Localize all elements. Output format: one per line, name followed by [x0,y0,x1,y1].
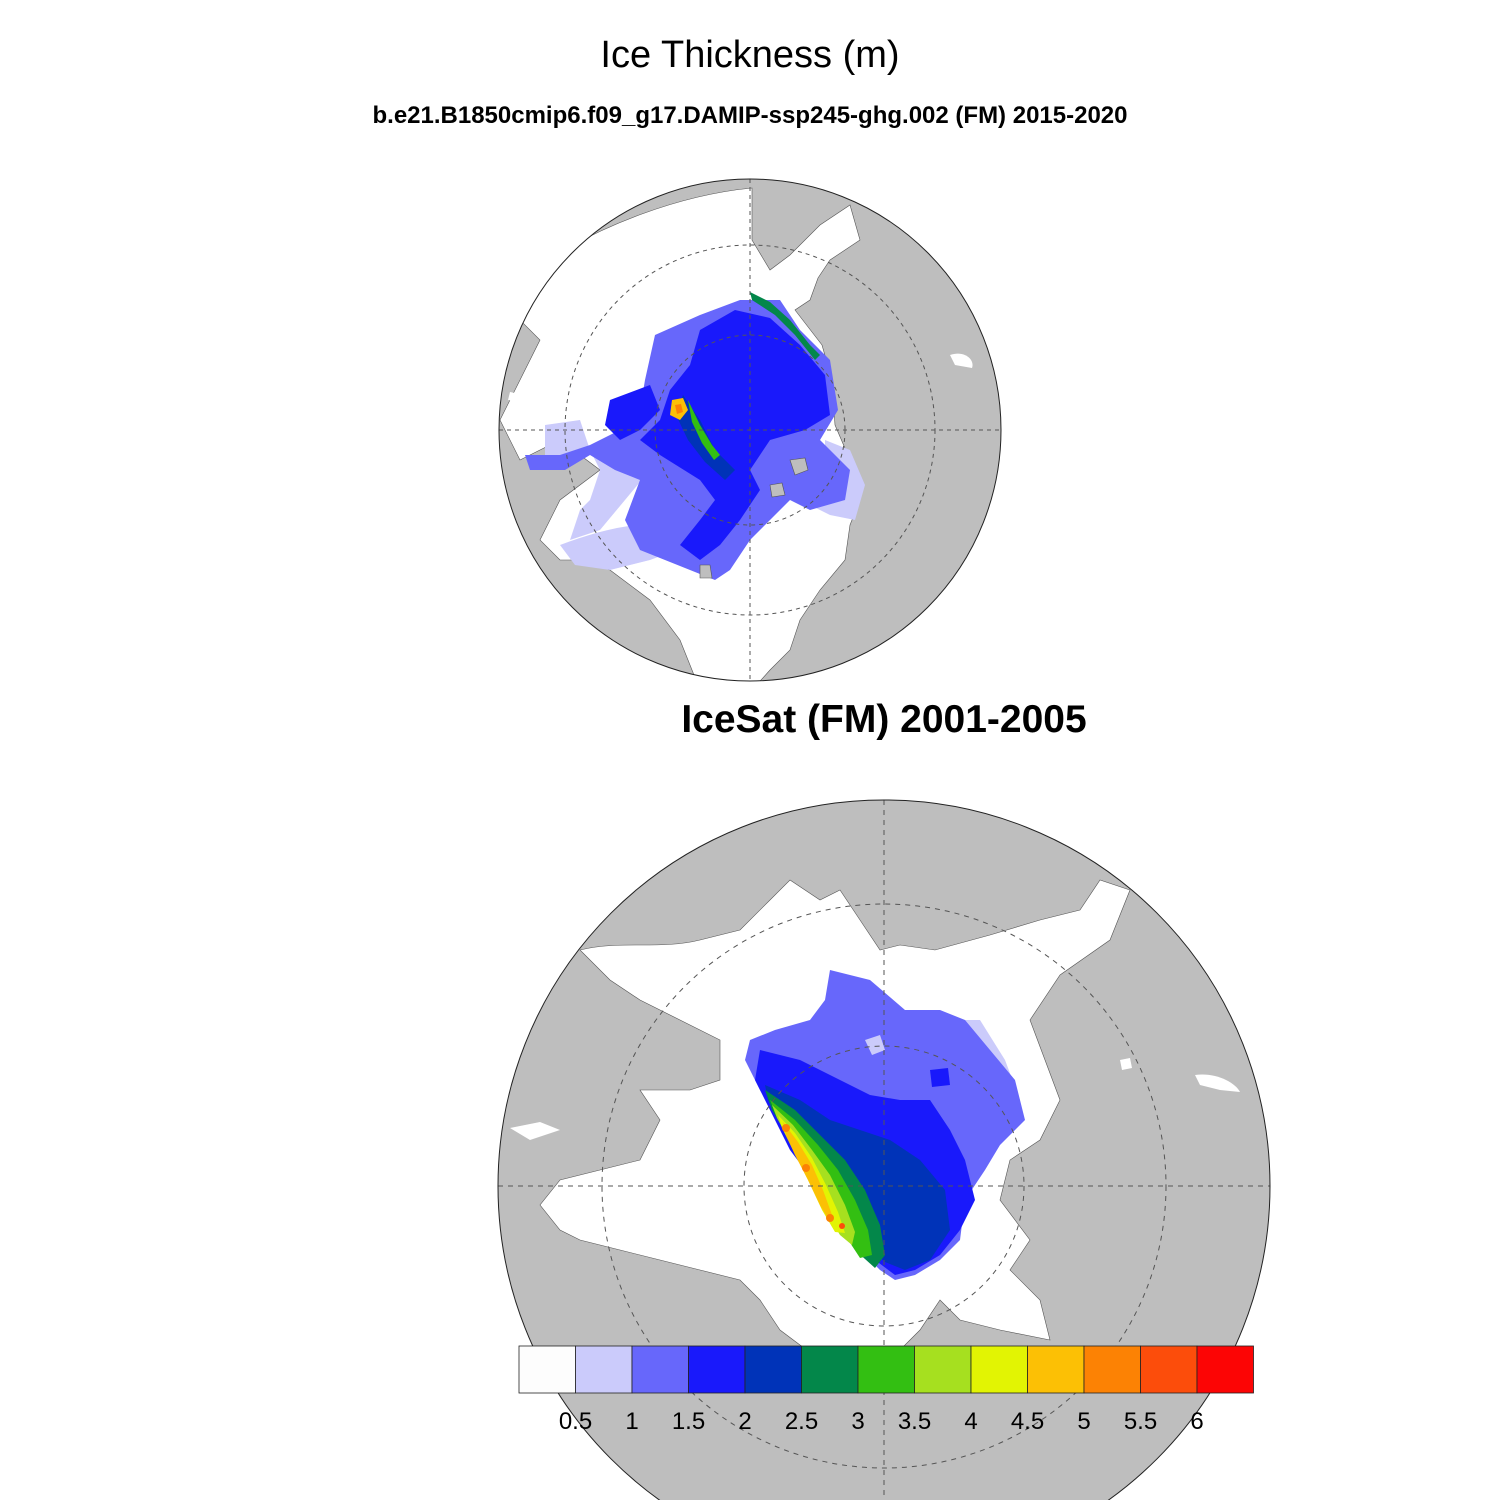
colorbar-swatch [857,1345,915,1394]
icesat-ice-5-5.5-b [802,1164,810,1172]
colorbar-tick-label: 3.5 [898,1408,931,1435]
model-lake-b [508,392,525,402]
colorbar-swatch [631,1345,689,1394]
colorbar-swatch [744,1345,802,1394]
colorbar-tick-label: 4.5 [1011,1408,1044,1435]
icesat-ice-5-5.5-c [826,1214,834,1222]
model-ice-1.5-2 [640,310,830,560]
model-island [789,457,809,476]
model-island-c [699,564,713,579]
colorbar-tick-label: 1 [625,1408,638,1435]
icesat-ice-5.5-6 [839,1223,845,1229]
colorbar-swatch [1027,1345,1085,1394]
icesat-panel-title: IceSat (FM) 2001-2005 [681,698,1087,741]
model-map [498,178,1002,682]
colorbar-swatch [1083,1345,1141,1394]
model-ice-3-4 [688,400,720,460]
icesat-lake [1195,1074,1240,1092]
colorbar-swatch [575,1345,633,1394]
colorbar-swatch [518,1345,576,1394]
colorbar-swatch [801,1345,859,1394]
icesat-map-border [497,799,1271,1500]
model-grid [499,179,1001,681]
colorbar-tick-label: 2 [738,1408,751,1435]
icesat-ice-4.5-5 [783,1122,832,1222]
model-map-border [498,178,1002,682]
colorbar-tick-label: 3 [851,1408,864,1435]
colorbar-tick-label: 0.5 [559,1408,592,1435]
colorbar-swatch [1196,1345,1254,1394]
colorbar-swatch [1140,1345,1198,1394]
model-ice-2.5-3-rim [750,292,820,360]
icesat-ice-pale-patch [865,1035,885,1055]
colorbar-swatch [688,1345,746,1394]
icesat-lake-c [1120,1058,1132,1070]
model-ice-1.5-2-b [605,385,660,440]
colorbar-swatch [914,1345,972,1394]
model-ice-4.5-5 [675,404,683,414]
icesat-ice-pale-patch-b [930,1068,950,1087]
colorbar-tick-label: 6 [1190,1408,1203,1435]
icesat-lake-b [510,1122,560,1140]
icesat-ice-5-5.5 [782,1124,790,1132]
colorbar-swatch [970,1345,1028,1394]
icesat-grid [498,800,1270,1500]
colorbar-tick-label: 4 [964,1408,977,1435]
colorbar-tick-label: 5.5 [1124,1408,1157,1435]
colorbar-tick-label: 2.5 [785,1408,818,1435]
colorbar: 0.5 1 1.5 2 2.5 3 3.5 4 4.5 5 5.5 6 [518,1345,1254,1435]
model-lake [950,353,973,368]
colorbar-tick-label: 1.5 [672,1408,705,1435]
model-island-b [769,482,786,498]
icesat-map [497,799,1271,1500]
figure-title: Ice Thickness (m) [600,34,900,76]
colorbar-tick-label: 5 [1077,1408,1090,1435]
model-panel-title: b.e21.B1850cmip6.f09_g17.DAMIP-ssp245-gh… [372,102,1128,129]
